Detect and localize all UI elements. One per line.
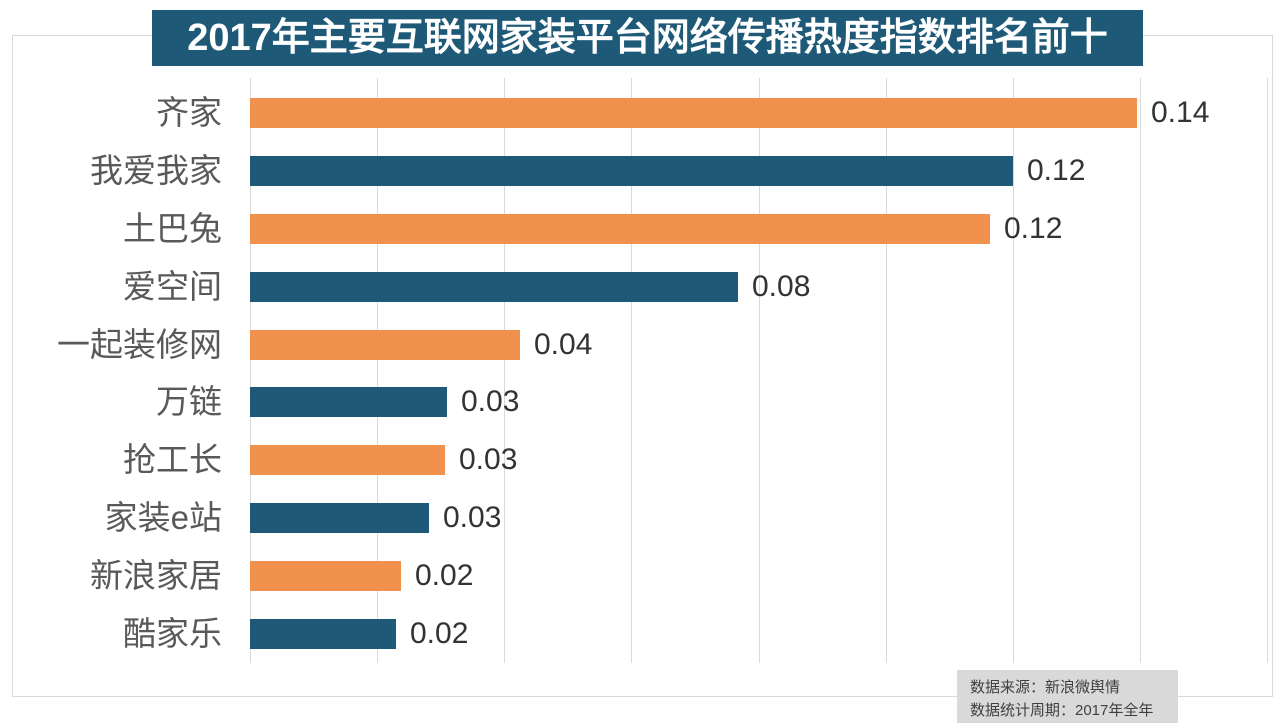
- gridline: [759, 78, 760, 663]
- bar-10: [250, 619, 396, 649]
- value-label: 0.14: [1151, 96, 1210, 129]
- gridline: [1267, 78, 1268, 663]
- value-label: 0.04: [534, 328, 593, 361]
- bar-3: [250, 214, 990, 244]
- plot-frame: [12, 35, 1273, 697]
- category-label: 齐家: [156, 94, 222, 131]
- source-line-2: 数据统计周期：2017年全年: [970, 702, 1154, 719]
- gridline: [886, 78, 887, 663]
- gridline: [631, 78, 632, 663]
- value-label: 0.03: [461, 385, 520, 418]
- category-label: 爱空间: [123, 268, 222, 305]
- gridline: [1140, 78, 1141, 663]
- value-label: 0.03: [443, 501, 502, 534]
- gridline: [1013, 78, 1014, 663]
- bar-7: [250, 445, 445, 475]
- value-label: 0.12: [1027, 154, 1086, 187]
- category-label: 家装e站: [104, 499, 222, 536]
- bar-1: [250, 98, 1137, 128]
- value-label: 0.12: [1004, 212, 1063, 245]
- category-label: 万链: [156, 383, 222, 420]
- bar-8: [250, 503, 429, 533]
- bar-4: [250, 272, 738, 302]
- category-label: 一起装修网: [57, 326, 222, 363]
- category-label: 我爱我家: [90, 152, 222, 189]
- category-label: 土巴兔: [123, 210, 222, 247]
- value-label: 0.02: [410, 617, 469, 650]
- category-label: 酷家乐: [123, 615, 222, 652]
- bar-9: [250, 561, 401, 591]
- category-label: 新浪家居: [90, 557, 222, 594]
- source-note: 数据来源：新浪微舆情 数据统计周期：2017年全年: [957, 670, 1178, 723]
- gridline: [250, 78, 251, 663]
- category-label: 抢工长: [123, 441, 222, 478]
- value-label: 0.02: [415, 559, 474, 592]
- source-line-1: 数据来源：新浪微舆情: [970, 679, 1121, 696]
- chart-title: 2017年主要互联网家装平台网络传播热度指数排名前十: [152, 10, 1143, 66]
- gridline: [504, 78, 505, 663]
- value-label: 0.03: [459, 443, 518, 476]
- chart-title-text: 2017年主要互联网家装平台网络传播热度指数排名前十: [187, 17, 1108, 59]
- bar-5: [250, 330, 520, 360]
- gridline: [377, 78, 378, 663]
- bar-6: [250, 387, 447, 417]
- value-label: 0.08: [752, 270, 811, 303]
- bar-2: [250, 156, 1013, 186]
